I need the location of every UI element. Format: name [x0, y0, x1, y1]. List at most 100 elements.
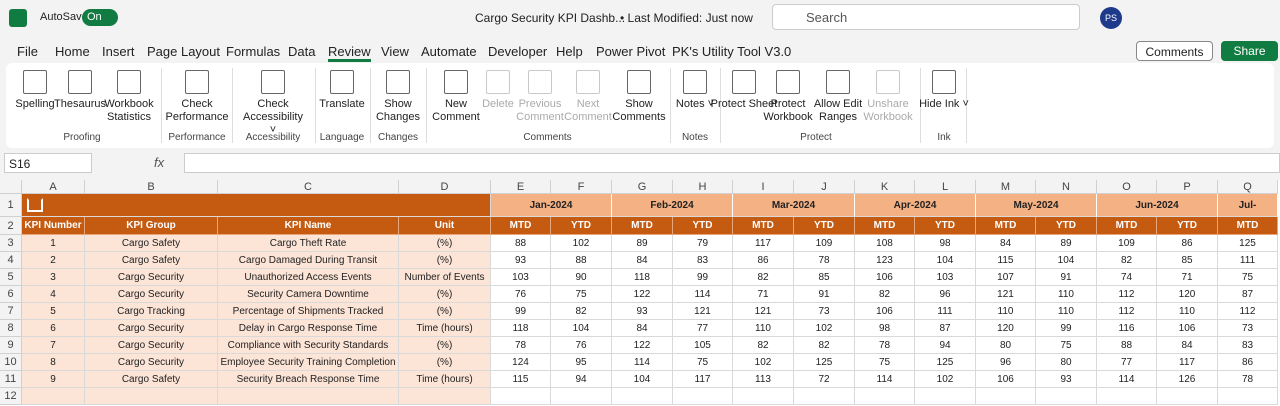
data-cell[interactable]: (%) — [399, 303, 491, 320]
data-cell[interactable]: 117 — [733, 235, 794, 252]
menu-tab[interactable]: Formulas — [226, 44, 281, 59]
data-cell[interactable]: 110 — [1036, 286, 1097, 303]
data-cell[interactable]: Compliance with Security Standards — [218, 337, 399, 354]
data-cell[interactable]: Cargo Safety — [85, 371, 218, 388]
data-cell[interactable]: Security Breach Response Time — [218, 371, 399, 388]
data-cell[interactable]: 106 — [855, 269, 915, 286]
menu-tab[interactable]: View — [381, 44, 409, 59]
empty-cell[interactable] — [399, 388, 491, 405]
data-cell[interactable]: 87 — [915, 320, 976, 337]
data-cell[interactable]: 89 — [1036, 235, 1097, 252]
data-cell[interactable]: Unauthorized Access Events — [218, 269, 399, 286]
data-cell[interactable]: Delay in Cargo Response Time — [218, 320, 399, 337]
ribbon-button[interactable]: Show Comments — [612, 98, 666, 123]
data-cell[interactable]: Cargo Security — [85, 337, 218, 354]
empty-cell[interactable] — [855, 388, 915, 405]
data-cell[interactable]: 94 — [551, 371, 612, 388]
home-icon[interactable] — [27, 198, 43, 212]
data-cell[interactable]: 85 — [1157, 252, 1218, 269]
data-cell[interactable]: 124 — [491, 354, 551, 371]
data-cell[interactable]: 102 — [915, 371, 976, 388]
data-cell[interactable]: 104 — [1036, 252, 1097, 269]
data-cell[interactable]: 105 — [673, 337, 733, 354]
data-cell[interactable]: 73 — [794, 303, 855, 320]
empty-cell[interactable] — [673, 388, 733, 405]
ribbon-button[interactable]: Thesaurus — [54, 98, 106, 110]
data-cell[interactable]: 75 — [673, 354, 733, 371]
empty-cell[interactable] — [218, 388, 399, 405]
menu-tab[interactable]: Page Layout — [147, 44, 221, 59]
ribbon-button[interactable]: Notes ˅ — [675, 98, 715, 110]
data-cell[interactable]: 109 — [1097, 235, 1157, 252]
data-cell[interactable]: 93 — [491, 252, 551, 269]
data-cell[interactable]: 118 — [612, 269, 673, 286]
menu-tab[interactable]: Insert — [102, 44, 135, 59]
ribbon-button[interactable]: Allow Edit Ranges — [813, 98, 863, 123]
menu-tab[interactable]: Review — [328, 44, 371, 62]
data-cell[interactable]: 74 — [1097, 269, 1157, 286]
data-cell[interactable]: Percentage of Shipments Tracked — [218, 303, 399, 320]
data-cell[interactable]: 122 — [612, 337, 673, 354]
ribbon-button[interactable]: Show Changes — [375, 98, 421, 123]
comments-button[interactable]: Comments — [1136, 41, 1213, 61]
data-cell[interactable]: 78 — [491, 337, 551, 354]
data-cell[interactable]: 106 — [855, 303, 915, 320]
empty-cell[interactable] — [22, 388, 85, 405]
data-cell[interactable]: 106 — [976, 371, 1036, 388]
data-cell[interactable]: 106 — [1157, 320, 1218, 337]
menu-tab[interactable]: Developer — [488, 44, 548, 59]
data-cell[interactable]: (%) — [399, 286, 491, 303]
data-cell[interactable]: 98 — [915, 235, 976, 252]
data-cell[interactable]: 91 — [794, 286, 855, 303]
data-cell[interactable]: 78 — [1218, 371, 1278, 388]
empty-cell[interactable] — [976, 388, 1036, 405]
data-cell[interactable]: 71 — [733, 286, 794, 303]
data-cell[interactable]: 112 — [1097, 303, 1157, 320]
data-cell[interactable]: 121 — [976, 286, 1036, 303]
data-cell[interactable]: 86 — [1157, 235, 1218, 252]
data-cell[interactable]: 80 — [976, 337, 1036, 354]
data-cell[interactable]: 102 — [794, 320, 855, 337]
data-cell[interactable]: 82 — [733, 337, 794, 354]
data-cell[interactable]: 115 — [491, 371, 551, 388]
data-cell[interactable]: 112 — [1218, 303, 1278, 320]
data-cell[interactable]: 99 — [491, 303, 551, 320]
data-cell[interactable]: 75 — [855, 354, 915, 371]
data-cell[interactable]: 104 — [915, 252, 976, 269]
search-box[interactable] — [772, 4, 1080, 30]
data-cell[interactable]: Cargo Safety — [85, 235, 218, 252]
data-cell[interactable]: 117 — [673, 371, 733, 388]
empty-cell[interactable] — [915, 388, 976, 405]
data-cell[interactable]: 72 — [794, 371, 855, 388]
data-cell[interactable]: 122 — [612, 286, 673, 303]
data-cell[interactable]: 8 — [22, 354, 85, 371]
data-cell[interactable]: 84 — [612, 320, 673, 337]
data-cell[interactable]: 90 — [551, 269, 612, 286]
data-cell[interactable]: 116 — [1097, 320, 1157, 337]
data-cell[interactable]: 102 — [733, 354, 794, 371]
data-cell[interactable]: 110 — [733, 320, 794, 337]
data-cell[interactable]: 77 — [1097, 354, 1157, 371]
data-cell[interactable]: 103 — [491, 269, 551, 286]
data-cell[interactable]: 7 — [22, 337, 85, 354]
empty-cell[interactable] — [551, 388, 612, 405]
share-button[interactable]: Share — [1221, 41, 1278, 61]
data-cell[interactable]: 84 — [1157, 337, 1218, 354]
data-cell[interactable]: 110 — [1157, 303, 1218, 320]
empty-cell[interactable] — [1218, 388, 1278, 405]
data-cell[interactable]: 82 — [1097, 252, 1157, 269]
menu-tab[interactable]: File — [17, 44, 38, 59]
data-cell[interactable]: 78 — [855, 337, 915, 354]
data-cell[interactable]: 104 — [551, 320, 612, 337]
data-cell[interactable]: 120 — [976, 320, 1036, 337]
empty-cell[interactable] — [733, 388, 794, 405]
data-cell[interactable]: 79 — [673, 235, 733, 252]
data-cell[interactable]: 111 — [1218, 252, 1278, 269]
data-cell[interactable]: 88 — [491, 235, 551, 252]
data-cell[interactable]: 121 — [673, 303, 733, 320]
data-cell[interactable]: 76 — [551, 337, 612, 354]
data-cell[interactable]: Security Camera Downtime — [218, 286, 399, 303]
data-cell[interactable]: Cargo Damaged During Transit — [218, 252, 399, 269]
data-cell[interactable]: 75 — [1218, 269, 1278, 286]
data-cell[interactable]: 75 — [551, 286, 612, 303]
